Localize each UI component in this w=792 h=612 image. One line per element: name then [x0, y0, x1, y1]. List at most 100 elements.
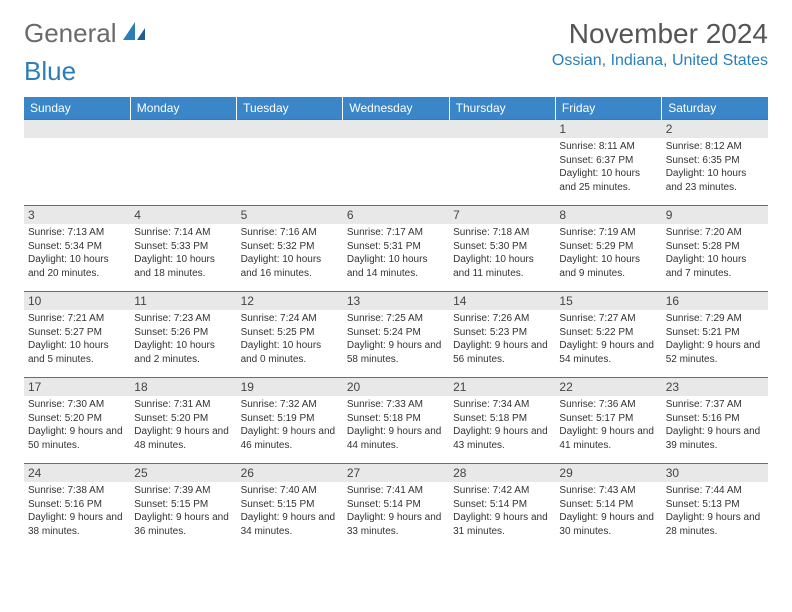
sunrise-line: Sunrise: 7:31 AM	[134, 398, 232, 412]
daylight-line: Daylight: 10 hours and 14 minutes.	[347, 253, 445, 280]
day-details: Sunrise: 7:44 AMSunset: 5:13 PMDaylight:…	[662, 482, 768, 542]
day-number: 20	[343, 378, 449, 396]
calendar-body: 1Sunrise: 8:11 AMSunset: 6:37 PMDaylight…	[24, 120, 768, 550]
calendar-cell	[24, 120, 130, 206]
sunrise-line: Sunrise: 7:42 AM	[453, 484, 551, 498]
day-number: 9	[662, 206, 768, 224]
weekday-header: Thursday	[449, 97, 555, 120]
daylight-line: Daylight: 10 hours and 20 minutes.	[28, 253, 126, 280]
calendar-cell: 13Sunrise: 7:25 AMSunset: 5:24 PMDayligh…	[343, 292, 449, 378]
day-number: 1	[555, 120, 661, 138]
day-number: 24	[24, 464, 130, 482]
sunset-line: Sunset: 5:33 PM	[134, 240, 232, 254]
sunrise-line: Sunrise: 7:23 AM	[134, 312, 232, 326]
day-number: 23	[662, 378, 768, 396]
daylight-line: Daylight: 9 hours and 39 minutes.	[666, 425, 764, 452]
calendar-cell: 30Sunrise: 7:44 AMSunset: 5:13 PMDayligh…	[662, 464, 768, 550]
weekday-header: Saturday	[662, 97, 768, 120]
sunset-line: Sunset: 5:26 PM	[134, 326, 232, 340]
day-details: Sunrise: 7:41 AMSunset: 5:14 PMDaylight:…	[343, 482, 449, 542]
sunrise-line: Sunrise: 7:30 AM	[28, 398, 126, 412]
day-number: 30	[662, 464, 768, 482]
day-details: Sunrise: 7:19 AMSunset: 5:29 PMDaylight:…	[555, 224, 661, 284]
day-number: 19	[237, 378, 343, 396]
day-details: Sunrise: 7:16 AMSunset: 5:32 PMDaylight:…	[237, 224, 343, 284]
calendar-cell: 1Sunrise: 8:11 AMSunset: 6:37 PMDaylight…	[555, 120, 661, 206]
calendar-cell: 14Sunrise: 7:26 AMSunset: 5:23 PMDayligh…	[449, 292, 555, 378]
calendar-cell: 11Sunrise: 7:23 AMSunset: 5:26 PMDayligh…	[130, 292, 236, 378]
day-details: Sunrise: 7:39 AMSunset: 5:15 PMDaylight:…	[130, 482, 236, 542]
location: Ossian, Indiana, United States	[552, 52, 768, 70]
day-details: Sunrise: 8:12 AMSunset: 6:35 PMDaylight:…	[662, 138, 768, 198]
day-details: Sunrise: 7:23 AMSunset: 5:26 PMDaylight:…	[130, 310, 236, 370]
sunrise-line: Sunrise: 7:34 AM	[453, 398, 551, 412]
weekday-header: Tuesday	[237, 97, 343, 120]
sunrise-line: Sunrise: 7:27 AM	[559, 312, 657, 326]
day-number: 8	[555, 206, 661, 224]
sunset-line: Sunset: 5:20 PM	[134, 412, 232, 426]
sunrise-line: Sunrise: 8:11 AM	[559, 140, 657, 154]
calendar-cell: 21Sunrise: 7:34 AMSunset: 5:18 PMDayligh…	[449, 378, 555, 464]
daylight-line: Daylight: 9 hours and 54 minutes.	[559, 339, 657, 366]
weekday-header: Monday	[130, 97, 236, 120]
calendar-row: 24Sunrise: 7:38 AMSunset: 5:16 PMDayligh…	[24, 464, 768, 550]
sunrise-line: Sunrise: 7:14 AM	[134, 226, 232, 240]
sunrise-line: Sunrise: 7:39 AM	[134, 484, 232, 498]
sunrise-line: Sunrise: 7:38 AM	[28, 484, 126, 498]
logo-word-general: General	[24, 18, 117, 49]
calendar-row: 17Sunrise: 7:30 AMSunset: 5:20 PMDayligh…	[24, 378, 768, 464]
sunset-line: Sunset: 5:14 PM	[347, 498, 445, 512]
daylight-line: Daylight: 9 hours and 41 minutes.	[559, 425, 657, 452]
day-details: Sunrise: 7:25 AMSunset: 5:24 PMDaylight:…	[343, 310, 449, 370]
day-details: Sunrise: 8:11 AMSunset: 6:37 PMDaylight:…	[555, 138, 661, 198]
sunrise-line: Sunrise: 7:26 AM	[453, 312, 551, 326]
sunrise-line: Sunrise: 7:33 AM	[347, 398, 445, 412]
daylight-line: Daylight: 9 hours and 46 minutes.	[241, 425, 339, 452]
calendar-cell: 26Sunrise: 7:40 AMSunset: 5:15 PMDayligh…	[237, 464, 343, 550]
sunrise-line: Sunrise: 7:18 AM	[453, 226, 551, 240]
daylight-line: Daylight: 10 hours and 25 minutes.	[559, 167, 657, 194]
day-number: 25	[130, 464, 236, 482]
calendar-cell	[343, 120, 449, 206]
day-number: 22	[555, 378, 661, 396]
day-details: Sunrise: 7:24 AMSunset: 5:25 PMDaylight:…	[237, 310, 343, 370]
day-number: 4	[130, 206, 236, 224]
sunset-line: Sunset: 5:15 PM	[241, 498, 339, 512]
day-details: Sunrise: 7:14 AMSunset: 5:33 PMDaylight:…	[130, 224, 236, 284]
daylight-line: Daylight: 9 hours and 34 minutes.	[241, 511, 339, 538]
calendar-cell: 15Sunrise: 7:27 AMSunset: 5:22 PMDayligh…	[555, 292, 661, 378]
sunrise-line: Sunrise: 7:19 AM	[559, 226, 657, 240]
logo-sail-icon	[121, 20, 149, 42]
sunset-line: Sunset: 5:15 PM	[134, 498, 232, 512]
sunrise-line: Sunrise: 7:37 AM	[666, 398, 764, 412]
daylight-line: Daylight: 10 hours and 11 minutes.	[453, 253, 551, 280]
calendar-cell: 20Sunrise: 7:33 AMSunset: 5:18 PMDayligh…	[343, 378, 449, 464]
weekday-header: Sunday	[24, 97, 130, 120]
day-details: Sunrise: 7:32 AMSunset: 5:19 PMDaylight:…	[237, 396, 343, 456]
daylight-line: Daylight: 9 hours and 50 minutes.	[28, 425, 126, 452]
logo-word-blue: Blue	[24, 56, 76, 86]
daylight-line: Daylight: 10 hours and 18 minutes.	[134, 253, 232, 280]
calendar-cell: 6Sunrise: 7:17 AMSunset: 5:31 PMDaylight…	[343, 206, 449, 292]
day-details: Sunrise: 7:34 AMSunset: 5:18 PMDaylight:…	[449, 396, 555, 456]
daylight-line: Daylight: 9 hours and 48 minutes.	[134, 425, 232, 452]
day-number-empty	[130, 120, 236, 138]
sunset-line: Sunset: 5:34 PM	[28, 240, 126, 254]
daylight-line: Daylight: 10 hours and 7 minutes.	[666, 253, 764, 280]
daylight-line: Daylight: 9 hours and 44 minutes.	[347, 425, 445, 452]
sunset-line: Sunset: 5:17 PM	[559, 412, 657, 426]
sunset-line: Sunset: 5:23 PM	[453, 326, 551, 340]
daylight-line: Daylight: 10 hours and 2 minutes.	[134, 339, 232, 366]
sunset-line: Sunset: 6:37 PM	[559, 154, 657, 168]
weekday-header: Friday	[555, 97, 661, 120]
calendar-cell: 24Sunrise: 7:38 AMSunset: 5:16 PMDayligh…	[24, 464, 130, 550]
sunrise-line: Sunrise: 7:29 AM	[666, 312, 764, 326]
daylight-line: Daylight: 9 hours and 28 minutes.	[666, 511, 764, 538]
day-details: Sunrise: 7:31 AMSunset: 5:20 PMDaylight:…	[130, 396, 236, 456]
sunrise-line: Sunrise: 7:44 AM	[666, 484, 764, 498]
day-number: 29	[555, 464, 661, 482]
day-number: 2	[662, 120, 768, 138]
day-details: Sunrise: 7:36 AMSunset: 5:17 PMDaylight:…	[555, 396, 661, 456]
calendar-cell: 4Sunrise: 7:14 AMSunset: 5:33 PMDaylight…	[130, 206, 236, 292]
day-details: Sunrise: 7:27 AMSunset: 5:22 PMDaylight:…	[555, 310, 661, 370]
